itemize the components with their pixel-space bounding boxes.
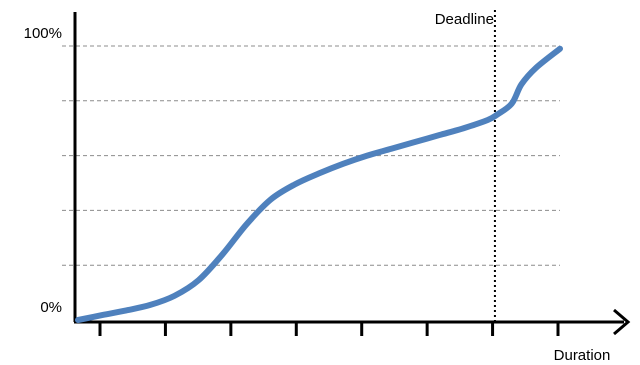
axes: Duration <box>73 12 631 364</box>
series-line <box>75 45 563 323</box>
y-tick-label: 0% <box>40 299 62 316</box>
deadline-label: Deadline <box>435 11 494 28</box>
x-axis-label: Duration <box>554 347 611 364</box>
x-axis-arrowhead <box>613 308 631 336</box>
y-tick-label: 100% <box>24 25 62 42</box>
x-ticks <box>98 322 560 336</box>
series <box>75 45 563 323</box>
y-tick-labels: 0% 100% <box>24 25 62 316</box>
annotations: Deadline <box>435 10 496 322</box>
gridlines <box>62 45 560 266</box>
